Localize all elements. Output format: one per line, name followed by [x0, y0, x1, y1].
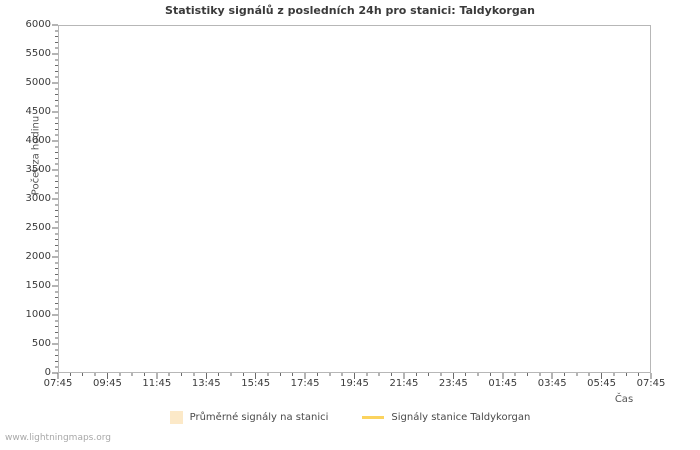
legend-item-average: Průměrné signály na stanici	[169, 411, 329, 424]
y-tick-label: 2000	[25, 251, 51, 262]
line-swatch-icon	[362, 416, 385, 419]
legend-label-station: Signály stanice Taldykorgan	[391, 412, 531, 423]
chart-legend: Průměrné signály na stanici Signály stan…	[0, 411, 700, 424]
x-axis-label: Čas	[614, 394, 634, 405]
x-tick-label: 19:45	[340, 378, 369, 389]
chart-title: Statistiky signálů z posledních 24h pro …	[165, 4, 535, 17]
legend-item-station: Signály stanice Taldykorgan	[362, 412, 530, 423]
y-tick-label: 2500	[25, 222, 51, 233]
x-tick-label: 09:45	[92, 378, 122, 389]
y-tick-label: 3500	[25, 164, 51, 175]
legend-label-average: Průměrné signály na stanici	[189, 412, 329, 423]
y-tick-label: 4000	[25, 135, 51, 146]
plot-area	[58, 25, 651, 373]
y-tick-label: 1000	[25, 309, 51, 320]
footer-watermark: www.lightningmaps.org	[5, 433, 111, 443]
y-tick-label: 3000	[25, 193, 51, 204]
x-tick-label: 21:45	[389, 378, 419, 389]
y-tick-label: 500	[31, 338, 51, 349]
x-tick-label: 01:45	[488, 378, 518, 389]
y-tick-label: 1500	[25, 280, 51, 291]
area-swatch-icon	[169, 411, 183, 424]
y-tick-label: 5000	[25, 77, 51, 88]
plot-background	[58, 25, 651, 373]
x-tick-label: 05:45	[587, 378, 616, 389]
x-tick-label: 11:45	[142, 378, 172, 389]
y-tick-label: 5500	[25, 48, 51, 59]
x-tick-label: 07:45	[43, 378, 73, 389]
y-axis-label: Počet za hodinu	[30, 115, 42, 196]
y-tick-label: 6000	[25, 19, 51, 30]
x-tick-label: 03:45	[537, 378, 567, 389]
x-tick-label: 23:45	[438, 378, 468, 389]
x-tick-label: 13:45	[191, 378, 221, 389]
y-tick-label: 0	[44, 367, 51, 378]
x-tick-label: 07:45	[636, 378, 666, 389]
x-tick-label: 15:45	[241, 378, 271, 389]
y-tick-label: 4500	[25, 106, 51, 117]
x-tick-label: 17:45	[290, 378, 320, 389]
